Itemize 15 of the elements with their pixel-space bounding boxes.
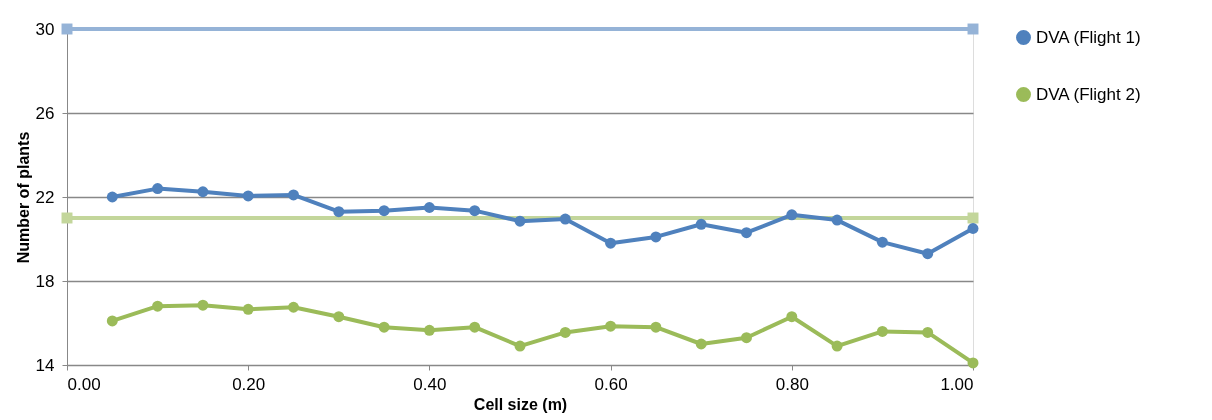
y-tick-label: 26 (35, 103, 55, 123)
x-tick-label: 1.00 (940, 374, 974, 394)
legend-label: DVA (Flight 1) (1036, 27, 1141, 47)
x-tick-label: 0.20 (232, 374, 266, 394)
legend-label: DVA (Flight 2) (1036, 84, 1141, 104)
y-tick-label: 18 (35, 271, 55, 291)
y-tick-label: 22 (35, 187, 55, 207)
y-tick-label: 14 (35, 355, 55, 375)
x-tick-label: 0.80 (775, 374, 809, 394)
y-axis-title: Number of plants (14, 131, 32, 264)
x-tick-label: 0.00 (67, 374, 101, 394)
x-axis-title: Cell size (m) (473, 395, 568, 413)
y-tick-label: 30 (35, 19, 55, 39)
x-tick-label: 0.60 (594, 374, 628, 394)
x-tick-label: 0.40 (413, 374, 447, 394)
